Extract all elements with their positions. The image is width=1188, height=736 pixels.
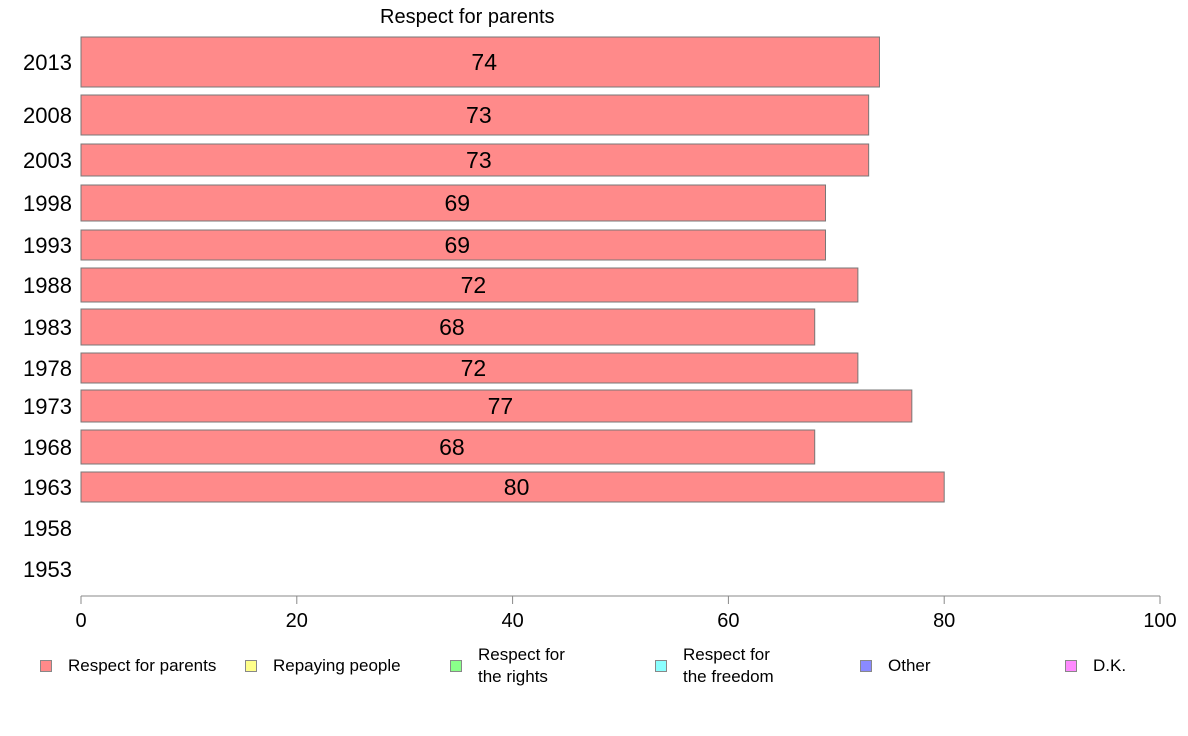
chart-title: Respect for parents	[380, 6, 555, 28]
bar	[80, 143, 870, 177]
y-tick-label: 1988	[23, 273, 72, 298]
bar	[80, 184, 827, 222]
bar	[80, 352, 859, 384]
data-label: 69	[444, 232, 470, 258]
bar	[80, 308, 816, 346]
data-label: 72	[461, 355, 487, 381]
y-tick-label: 2003	[23, 148, 72, 173]
y-tick-label: 1998	[23, 191, 72, 216]
x-tick-label: 20	[286, 610, 308, 632]
y-tick-label: 1958	[23, 516, 72, 541]
y-tick-label: 1973	[23, 394, 72, 419]
x-tick-label: 100	[1143, 610, 1176, 632]
y-tick-label: 1963	[23, 475, 72, 500]
x-tick-label: 0	[75, 610, 86, 632]
y-tick-label: 1968	[23, 435, 72, 460]
bar	[80, 229, 827, 261]
y-tick-label: 2008	[23, 103, 72, 128]
x-tick-label: 60	[717, 610, 739, 632]
data-label: 72	[461, 272, 487, 298]
x-tick-label: 40	[501, 610, 523, 632]
bar	[80, 389, 913, 423]
bar	[80, 429, 816, 465]
data-label: 77	[488, 393, 514, 419]
x-axis: 0 20 40 60 80 100	[75, 595, 1177, 632]
bar	[80, 36, 880, 88]
x-tick-label: 80	[933, 610, 955, 632]
y-tick-label: 1953	[23, 557, 72, 582]
y-tick-label: 1978	[23, 356, 72, 381]
bar	[80, 471, 945, 503]
bar	[80, 267, 859, 303]
y-tick-label: 2013	[23, 50, 72, 75]
data-label: 80	[504, 474, 530, 500]
y-axis-labels: 2013 2008 2003 1998 1993 1988 1983 1978 1973 1968…	[23, 50, 72, 582]
data-label: 68	[439, 314, 465, 340]
data-label: 73	[466, 102, 492, 128]
y-tick-label: 1983	[23, 315, 72, 340]
data-label: 73	[466, 147, 492, 173]
data-label: 68	[439, 434, 465, 460]
data-label: 74	[471, 49, 497, 75]
data-label: 69	[444, 190, 470, 216]
y-tick-label: 1993	[23, 233, 72, 258]
bar	[80, 94, 870, 136]
